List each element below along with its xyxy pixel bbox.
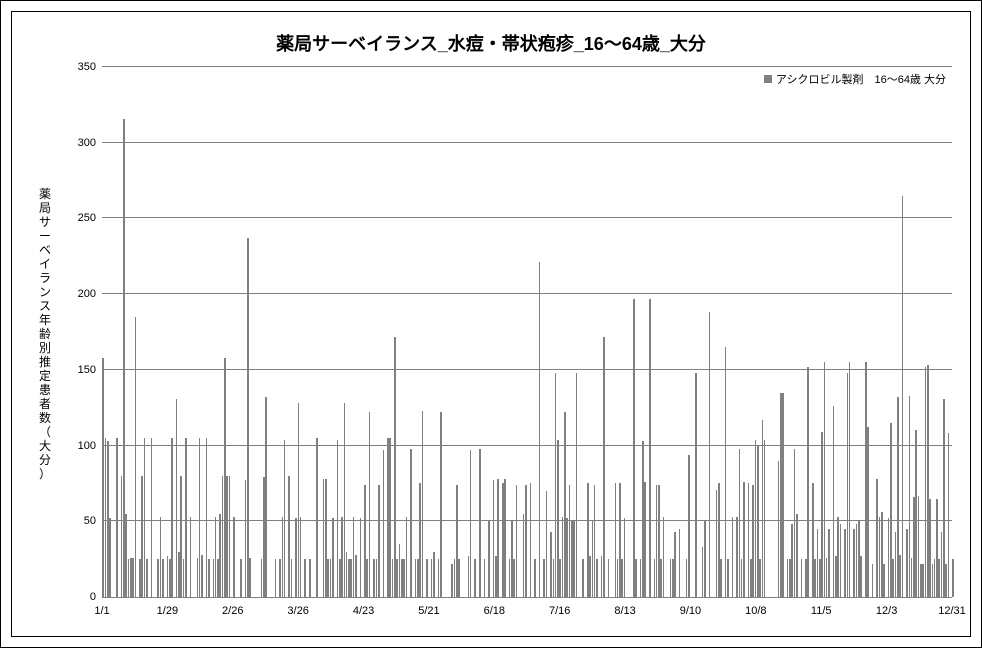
x-tick-label: 12/3 bbox=[876, 605, 897, 617]
y-tick-label: 100 bbox=[78, 440, 96, 452]
x-tick-label: 6/18 bbox=[484, 605, 505, 617]
x-tick-label: 7/16 bbox=[549, 605, 570, 617]
x-tick-label: 5/21 bbox=[418, 605, 439, 617]
x-tick-label: 2/26 bbox=[222, 605, 243, 617]
gridline bbox=[102, 66, 952, 67]
x-tick-label: 4/23 bbox=[353, 605, 374, 617]
bars-container bbox=[102, 67, 952, 597]
x-tick-label: 8/13 bbox=[614, 605, 635, 617]
outer-frame: 薬局サーベイランス_水痘・帯状疱疹_16～64歳_大分 薬局サーベイランス年齢別… bbox=[0, 0, 982, 648]
gridline bbox=[102, 293, 952, 294]
x-tick-label: 12/31 bbox=[938, 605, 966, 617]
y-tick-label: 250 bbox=[78, 212, 96, 224]
x-tick-label: 9/10 bbox=[680, 605, 701, 617]
gridline bbox=[102, 520, 952, 521]
y-axis-label: 薬局サーベイランス年齢別推定患者数（大分） bbox=[38, 92, 52, 576]
x-tick-label: 3/26 bbox=[287, 605, 308, 617]
y-tick-label: 50 bbox=[84, 515, 96, 527]
inner-frame: 薬局サーベイランス_水痘・帯状疱疹_16～64歳_大分 薬局サーベイランス年齢別… bbox=[11, 11, 971, 637]
y-tick-label: 350 bbox=[78, 61, 96, 73]
bar-slot bbox=[952, 67, 954, 597]
x-tick-label: 10/8 bbox=[745, 605, 766, 617]
y-tick-label: 200 bbox=[78, 288, 96, 300]
x-tick-label: 1/1 bbox=[94, 605, 109, 617]
gridline bbox=[102, 217, 952, 218]
chart-title: 薬局サーベイランス_水痘・帯状疱疹_16～64歳_大分 bbox=[12, 30, 970, 56]
gridline bbox=[102, 369, 952, 370]
y-tick-label: 0 bbox=[90, 591, 96, 603]
y-tick-label: 300 bbox=[78, 137, 96, 149]
x-tick-label: 1/29 bbox=[157, 605, 178, 617]
y-tick-label: 150 bbox=[78, 364, 96, 376]
gridline bbox=[102, 445, 952, 446]
plot-area: アシクロビル製剤 16～64歳 大分 050100150200250300350… bbox=[102, 67, 952, 598]
bar bbox=[952, 559, 954, 597]
x-tick-label: 11/5 bbox=[811, 605, 832, 617]
gridline bbox=[102, 142, 952, 143]
